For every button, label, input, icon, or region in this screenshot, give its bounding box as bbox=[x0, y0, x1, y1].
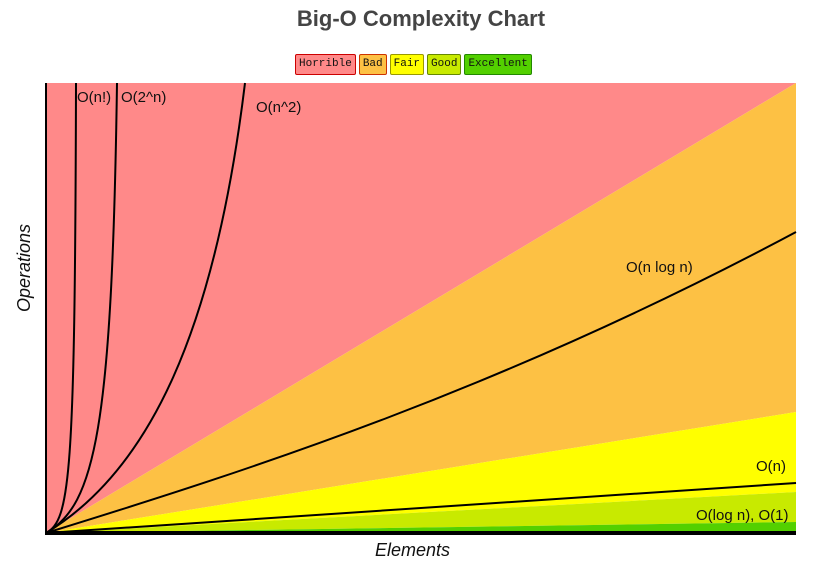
label-o-2-n: O(2^n) bbox=[121, 89, 167, 106]
curve-o-2-n bbox=[45, 82, 118, 534]
curve-o-n-factorial bbox=[45, 82, 77, 534]
legend-fair: Fair bbox=[389, 54, 425, 75]
label-o-log-n-o-1: O(log n), O(1) bbox=[696, 507, 789, 524]
label-o-n-squared: O(n^2) bbox=[256, 99, 302, 116]
legend-excellent: Excellent bbox=[464, 54, 532, 75]
legend-horrible: Horrible bbox=[295, 54, 356, 75]
x-axis-label: Elements bbox=[375, 540, 451, 560]
curve-o-n-squared bbox=[45, 82, 246, 534]
label-o-n: O(n) bbox=[756, 458, 786, 475]
region-good bbox=[46, 492, 796, 533]
region-excellent bbox=[46, 522, 796, 533]
region-bad bbox=[46, 83, 796, 533]
legend-good: Good bbox=[427, 54, 462, 75]
y-axis-label: Operations bbox=[14, 223, 34, 312]
curve-o-n bbox=[45, 482, 797, 534]
chart-title: Big-O Complexity Chart bbox=[296, 6, 546, 31]
label-o-n-log-n: O(n log n) bbox=[626, 259, 693, 276]
curve-o-n-log-n bbox=[45, 231, 797, 534]
legend-bad: Bad bbox=[358, 54, 387, 75]
label-o-n-factorial: O(n!) bbox=[77, 89, 112, 106]
chart-legend: Horrible Bad Fair Good Excellent bbox=[295, 54, 532, 75]
region-fair bbox=[46, 412, 796, 533]
